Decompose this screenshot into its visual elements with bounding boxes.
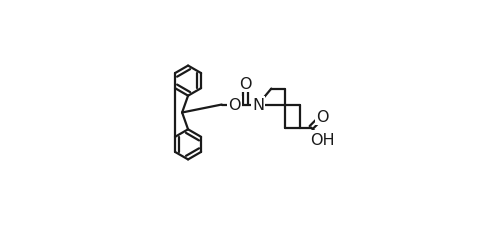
Text: OH: OH bbox=[310, 132, 335, 147]
Text: O: O bbox=[228, 98, 240, 112]
Text: O: O bbox=[240, 76, 252, 91]
Text: O: O bbox=[316, 109, 329, 124]
Text: N: N bbox=[252, 98, 264, 112]
